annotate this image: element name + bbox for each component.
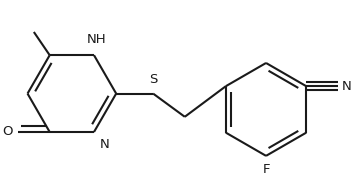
Text: N: N	[99, 138, 109, 151]
Text: S: S	[149, 73, 157, 86]
Text: O: O	[2, 125, 13, 139]
Text: F: F	[262, 163, 270, 176]
Text: NH: NH	[86, 33, 106, 46]
Text: N: N	[342, 80, 352, 93]
